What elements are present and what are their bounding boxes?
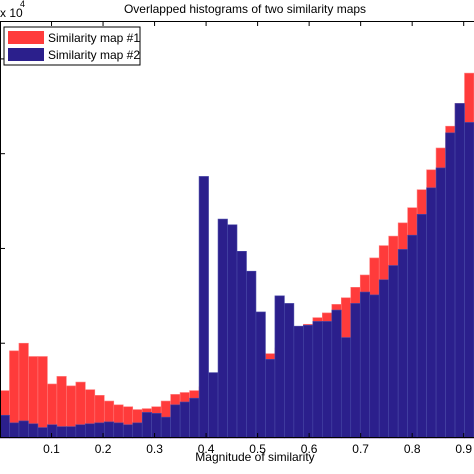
bar-series-2-bin-16 <box>151 413 162 439</box>
bar-series-2-bin-38 <box>359 291 371 439</box>
bar-series-2-bin-40 <box>378 279 389 439</box>
legend-swatch-series-2 <box>8 48 44 61</box>
bar-series-2-bin-36 <box>340 337 352 439</box>
bar-series-2-bin-0 <box>0 414 10 439</box>
bar-series-2-bin-9 <box>85 423 96 439</box>
bar-series-2-bin-46 <box>435 167 446 439</box>
x-tick-label-4: 0.5 <box>249 442 266 456</box>
x-tick-label-0: 0.1 <box>43 442 60 456</box>
bar-series-2-bin-25 <box>236 251 247 439</box>
bar-series-2-bin-12 <box>113 422 124 439</box>
bar-series-2-bin-41 <box>388 265 399 439</box>
bar-series-2-bin-35 <box>331 309 342 439</box>
bar-series-2-bin-1 <box>9 422 20 439</box>
bar-series-2-bin-49 <box>464 122 474 439</box>
x-tick-label-3: 0.4 <box>198 442 215 456</box>
bar-series-2-bin-11 <box>103 421 115 439</box>
bar-series-2-bin-18 <box>170 404 181 439</box>
bar-series-2-bin-24 <box>227 224 238 439</box>
bar-series-2-bin-28 <box>265 359 276 439</box>
bar-series-2-bin-42 <box>397 249 408 439</box>
x-tick-label-1: 0.2 <box>95 442 112 456</box>
bar-series-2-bin-15 <box>141 412 152 439</box>
bar-series-2-bin-4 <box>37 427 48 439</box>
bar-series-2-bin-2 <box>18 420 29 439</box>
x-tick-label-5: 0.6 <box>301 442 318 456</box>
x-tick-label-8: 0.9 <box>455 442 472 456</box>
bar-series-2-bin-44 <box>416 214 427 439</box>
bar-series-2-bin-7 <box>66 426 77 439</box>
legend-swatch-series-1 <box>8 31 44 44</box>
bar-series-2-bin-22 <box>208 372 219 439</box>
bar-series-1-bin-4 <box>37 356 48 439</box>
bar-series-2-bin-48 <box>454 103 465 439</box>
bar-series-2-bin-33 <box>312 321 323 439</box>
bar-series-2-bin-32 <box>303 324 314 439</box>
bar-series-2-bin-19 <box>179 401 190 439</box>
bar-series-2-bin-30 <box>284 303 295 439</box>
legend-label-series-1: Similarity map #1 <box>48 31 140 45</box>
bar-series-2-bin-43 <box>407 234 418 439</box>
bar-series-2-bin-20 <box>189 397 200 439</box>
bar-series-2-bin-34 <box>322 321 333 439</box>
bar-series-2-bin-27 <box>255 311 266 439</box>
bar-series-2-bin-3 <box>28 423 39 439</box>
bar-series-2-bin-13 <box>122 424 134 439</box>
bar-series-2-bin-14 <box>132 422 143 439</box>
bar-series-2-bin-8 <box>75 424 86 439</box>
bar-series-2-bin-21 <box>198 176 209 439</box>
x-axis-ticks: 0.1 0.2 0.3 0.4 0.5 0.6 0.7 0.8 0.9 <box>43 21 472 456</box>
bar-series-2-bin-5 <box>47 424 58 439</box>
legend-label-series-2: Similarity map #2 <box>48 48 140 62</box>
y-axis-ticks <box>0 58 5 344</box>
legend: Similarity map #1 Similarity map #2 <box>3 26 141 66</box>
bar-series-2-bin-23 <box>217 218 228 439</box>
x-axis-label: Magnitude of similarity <box>195 450 314 464</box>
bar-series-2-bin-29 <box>274 295 285 439</box>
bar-series-2-bin-39 <box>369 294 380 439</box>
bar-series-2-bin-45 <box>426 187 437 439</box>
chart-title: Overlapped histograms of two similarity … <box>124 2 366 16</box>
bar-series-2-bin-47 <box>445 132 456 439</box>
bar-series-2-bin-31 <box>293 325 304 439</box>
bar-series-2-bin-37 <box>350 303 361 439</box>
bar-series-2-bin-6 <box>56 426 67 439</box>
series-2-bars <box>0 103 474 439</box>
bar-series-2-bin-17 <box>160 416 171 439</box>
y-exponent-label: x 10 <box>0 6 23 20</box>
bar-series-2-bin-26 <box>246 270 257 439</box>
y-exponent-power: 4 <box>20 0 25 9</box>
x-tick-label-2: 0.3 <box>146 442 163 456</box>
x-tick-label-6: 0.7 <box>352 442 369 456</box>
x-tick-label-7: 0.8 <box>404 442 421 456</box>
